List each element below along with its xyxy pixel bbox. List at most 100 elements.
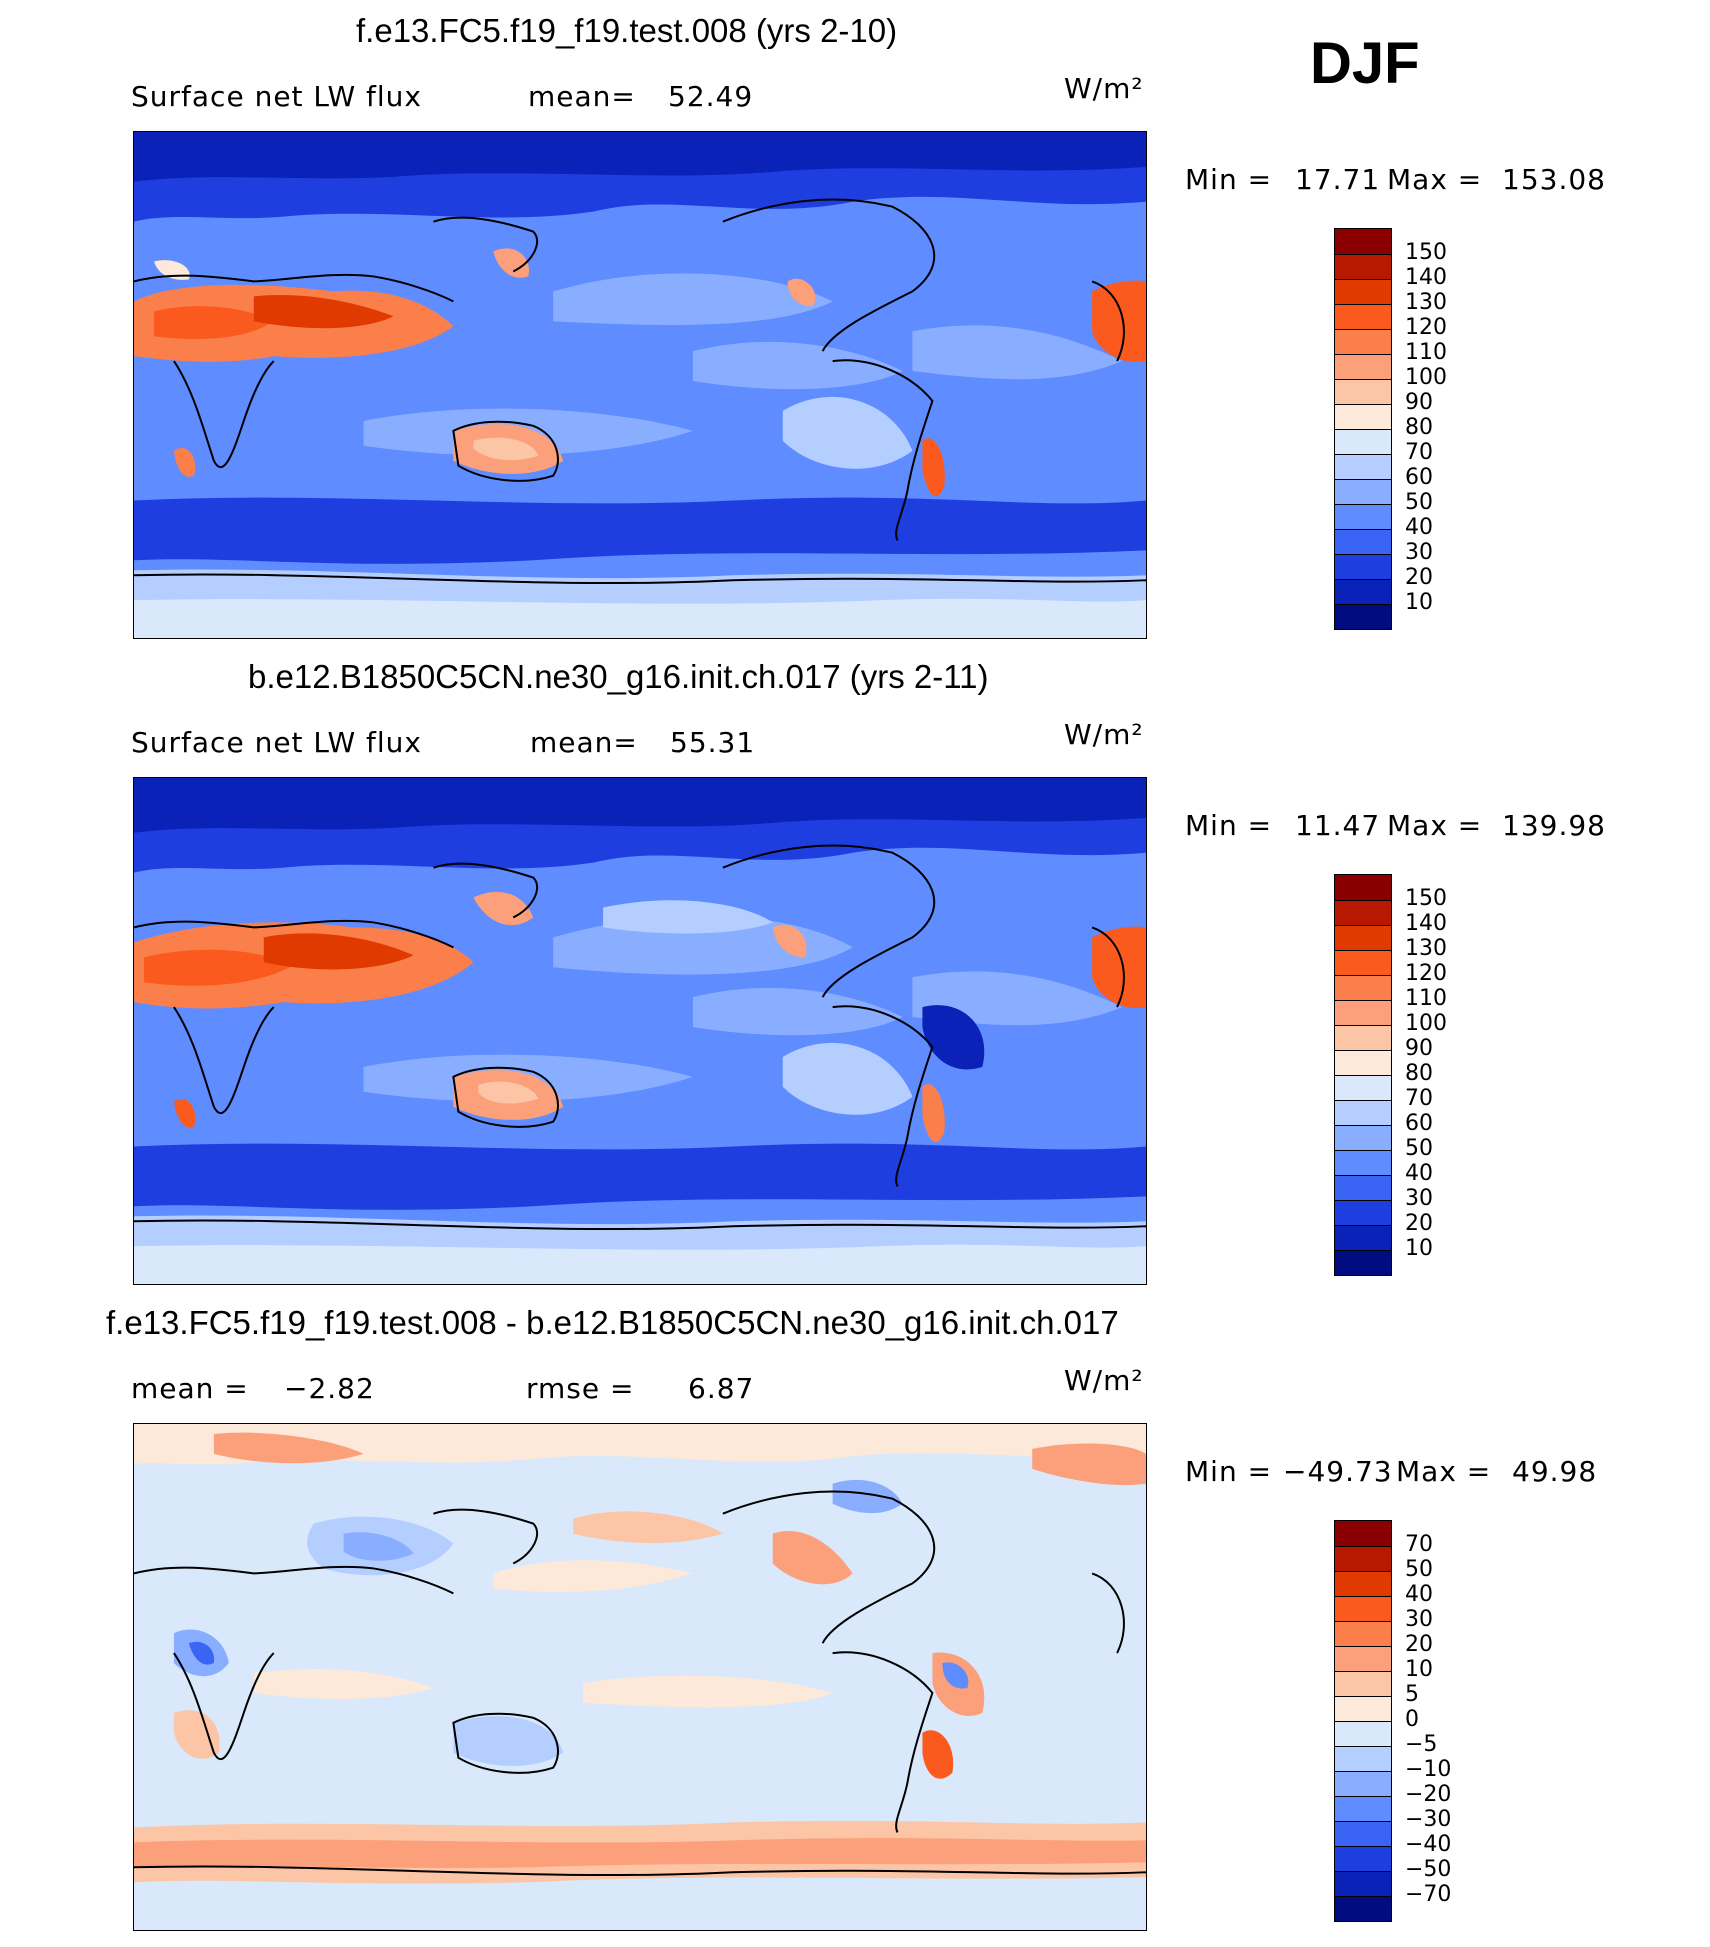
panel-1-max-label: Max = xyxy=(1387,163,1483,196)
colorbar-level-label: 10 xyxy=(1405,1657,1433,1682)
colorbar-swatch xyxy=(1335,1571,1391,1596)
colorbar-swatch xyxy=(1335,1671,1391,1696)
colorbar-swatch xyxy=(1335,1771,1391,1796)
colorbar-level-label: 130 xyxy=(1405,936,1447,961)
colorbar-level-label: 140 xyxy=(1405,911,1447,936)
colorbar-level-label: 130 xyxy=(1405,290,1447,315)
colorbar-swatch xyxy=(1335,404,1391,429)
colorbar-swatch xyxy=(1335,1100,1391,1125)
colorbar-level-label: 30 xyxy=(1405,1607,1433,1632)
season-label: DJF xyxy=(1310,31,1420,96)
panel-1-min-label: Min = xyxy=(1185,163,1273,196)
panel-2-max-value: 139.98 xyxy=(1502,809,1606,842)
colorbar-swatch xyxy=(1335,554,1391,579)
colorbar-level-label: 120 xyxy=(1405,961,1447,986)
colorbar-swatch xyxy=(1335,1821,1391,1846)
panel-2-colorbar-labels: 150 140 130 120 110 100 90 80 70 60 50 40 30 20 10 xyxy=(1405,886,1447,1261)
panel-3-colorbar-labels: 70 50 40 30 20 10 5 0 −5 −10 −20 −30 −40 −50 −70 xyxy=(1405,1532,1451,1907)
colorbar-level-label: 10 xyxy=(1405,1236,1433,1261)
colorbar-swatch xyxy=(1335,1621,1391,1646)
colorbar-level-label: −30 xyxy=(1405,1807,1452,1832)
panel-3-colorbar xyxy=(1334,1520,1392,1922)
panel-1-max-value: 153.08 xyxy=(1502,163,1606,196)
colorbar-swatch xyxy=(1335,1646,1391,1671)
colorbar-swatch xyxy=(1335,1546,1391,1571)
colorbar-swatch xyxy=(1335,1721,1391,1746)
colorbar-swatch xyxy=(1335,1200,1391,1225)
panel-3-map xyxy=(133,1423,1147,1931)
colorbar-level-label: 40 xyxy=(1405,1582,1433,1607)
panel-1-title: f.e13.FC5.f19_f19.test.008 (yrs 2-10) xyxy=(356,12,898,49)
colorbar-swatch xyxy=(1335,1000,1391,1025)
colorbar-level-label: 80 xyxy=(1405,1061,1433,1086)
colorbar-level-label: 150 xyxy=(1405,886,1447,911)
colorbar-swatch xyxy=(1335,1596,1391,1621)
colorbar-level-label: −20 xyxy=(1405,1782,1452,1807)
panel-2-map xyxy=(133,777,1147,1285)
colorbar-swatch xyxy=(1335,975,1391,1000)
colorbar-level-label: 50 xyxy=(1405,490,1433,515)
panel-2-units: W/m² xyxy=(1064,718,1144,751)
colorbar-swatch xyxy=(1335,304,1391,329)
colorbar-level-label: 140 xyxy=(1405,265,1447,290)
colorbar-level-label: 40 xyxy=(1405,515,1433,540)
colorbar-swatch xyxy=(1335,1150,1391,1175)
colorbar-level-label: 50 xyxy=(1405,1136,1433,1161)
panel-3-rmse-label: rmse = xyxy=(526,1372,635,1405)
panel-3-rmse-value: 6.87 xyxy=(688,1372,755,1405)
panel-1-mean-label: mean= xyxy=(528,80,636,113)
colorbar-swatch xyxy=(1335,1846,1391,1871)
colorbar-swatch xyxy=(1335,875,1391,900)
panel-3-max-label: Max = xyxy=(1396,1455,1492,1488)
colorbar-level-label: 30 xyxy=(1405,540,1433,565)
colorbar-level-label: 20 xyxy=(1405,565,1433,590)
colorbar-swatch xyxy=(1335,1746,1391,1771)
colorbar-swatch xyxy=(1335,354,1391,379)
panel-3-title: f.e13.FC5.f19_f19.test.008 - b.e12.B1850… xyxy=(106,1304,1119,1341)
colorbar-level-label: 20 xyxy=(1405,1632,1433,1657)
colorbar-swatch xyxy=(1335,379,1391,404)
colorbar-level-label: 50 xyxy=(1405,1557,1433,1582)
panel-3-mean-label: mean = xyxy=(131,1372,249,1405)
colorbar-swatch xyxy=(1335,925,1391,950)
colorbar-swatch xyxy=(1335,479,1391,504)
panel-1-variable-label: Surface net LW flux xyxy=(131,80,422,113)
colorbar-swatch xyxy=(1335,604,1391,629)
panel-2-mean-label: mean= xyxy=(530,726,638,759)
colorbar-level-label: 70 xyxy=(1405,1532,1433,1557)
colorbar-level-label: 90 xyxy=(1405,390,1433,415)
panel-1-units: W/m² xyxy=(1064,72,1144,105)
colorbar-level-label: 60 xyxy=(1405,465,1433,490)
colorbar-swatch xyxy=(1335,529,1391,554)
colorbar-level-label: 0 xyxy=(1405,1707,1419,1732)
panel-2-min-value: 11.47 xyxy=(1295,809,1381,842)
colorbar-level-label: 30 xyxy=(1405,1186,1433,1211)
colorbar-level-label: 70 xyxy=(1405,440,1433,465)
colorbar-swatch xyxy=(1335,1225,1391,1250)
colorbar-swatch xyxy=(1335,1075,1391,1100)
colorbar-swatch xyxy=(1335,1796,1391,1821)
colorbar-swatch xyxy=(1335,454,1391,479)
colorbar-swatch xyxy=(1335,1175,1391,1200)
colorbar-swatch xyxy=(1335,429,1391,454)
colorbar-swatch xyxy=(1335,1250,1391,1275)
colorbar-swatch xyxy=(1335,1896,1391,1921)
colorbar-swatch xyxy=(1335,329,1391,354)
colorbar-level-label: 5 xyxy=(1405,1682,1419,1707)
colorbar-level-label: 40 xyxy=(1405,1161,1433,1186)
panel-3-max-value: 49.98 xyxy=(1512,1455,1598,1488)
panel-1-colorbar-labels: 150 140 130 120 110 100 90 80 70 60 50 40 30 20 10 xyxy=(1405,240,1447,615)
colorbar-swatch xyxy=(1335,1025,1391,1050)
panel-3-min-label: Min = xyxy=(1185,1455,1273,1488)
colorbar-swatch xyxy=(1335,229,1391,254)
panel-2-max-label: Max = xyxy=(1387,809,1483,842)
panel-3-mean-value: −2.82 xyxy=(284,1372,375,1405)
panel-1-min-value: 17.71 xyxy=(1295,163,1381,196)
panel-1-colorbar xyxy=(1334,228,1392,630)
colorbar-swatch xyxy=(1335,579,1391,604)
panel-2-min-label: Min = xyxy=(1185,809,1273,842)
colorbar-swatch xyxy=(1335,900,1391,925)
colorbar-swatch xyxy=(1335,254,1391,279)
colorbar-level-label: 110 xyxy=(1405,986,1447,1011)
colorbar-swatch xyxy=(1335,1521,1391,1546)
